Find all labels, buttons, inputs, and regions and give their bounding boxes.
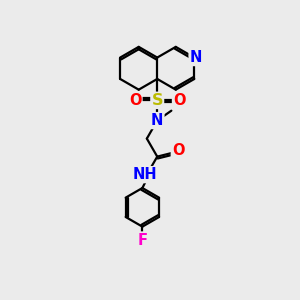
Text: NH: NH [133, 167, 158, 182]
Text: O: O [129, 93, 142, 108]
Text: S: S [152, 93, 163, 108]
Text: N: N [151, 113, 164, 128]
Text: O: O [172, 143, 184, 158]
Text: F: F [137, 232, 147, 247]
Text: N: N [190, 50, 202, 65]
Text: O: O [173, 93, 185, 108]
